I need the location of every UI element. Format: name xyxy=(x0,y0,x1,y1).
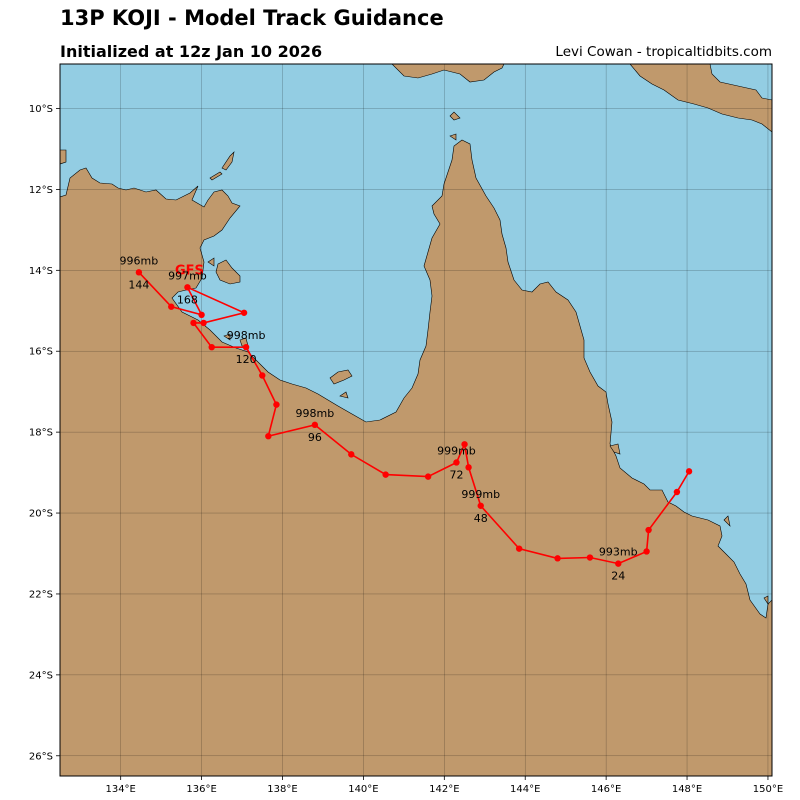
track-point xyxy=(673,488,681,496)
track-point xyxy=(461,441,468,448)
land-island xyxy=(223,333,231,341)
land-island xyxy=(449,133,457,141)
land-island xyxy=(221,151,235,171)
land-island xyxy=(207,257,215,267)
track-point xyxy=(168,303,175,310)
pressure-label: 999mb xyxy=(437,444,476,457)
track-point xyxy=(643,548,650,555)
lon-tick-label: 138°E xyxy=(267,784,297,795)
lon-tick-label: 142°E xyxy=(429,784,459,795)
land-island xyxy=(449,111,461,121)
track-point xyxy=(273,401,280,408)
track-point xyxy=(240,309,248,316)
land-island xyxy=(723,515,731,527)
lon-tick-label: 150°E xyxy=(753,784,783,795)
lon-tick-label: 140°E xyxy=(348,784,378,795)
label-layer: GFS 993mb 24 999mb 48 999mb 72 998mb 96 998mb 120 9… xyxy=(120,254,638,582)
track-point xyxy=(208,343,215,351)
track-point xyxy=(465,464,472,471)
map-title: 13P KOJI - Model Track Guidance xyxy=(60,6,444,30)
pressure-label: 993mb xyxy=(599,546,638,559)
init-subtitle: Initialized at 12z Jan 10 2026 xyxy=(60,42,323,61)
land-island xyxy=(763,595,769,605)
forecast-hour-label: 72 xyxy=(449,468,463,481)
track-point xyxy=(453,459,460,466)
forecast-hour-label: 144 xyxy=(128,278,149,291)
lat-tick-label: 24°S xyxy=(29,670,53,681)
track-line-gfs xyxy=(138,271,690,565)
track-point xyxy=(242,343,250,351)
lat-tick-label: 22°S xyxy=(29,589,53,600)
lon-tick-label: 144°E xyxy=(510,784,540,795)
track-point xyxy=(615,560,622,567)
lat-tick-label: 20°S xyxy=(29,509,53,520)
forecast-hour-label: 96 xyxy=(308,431,322,444)
lat-tick-label: 16°S xyxy=(29,347,53,358)
lon-tick-label: 146°E xyxy=(591,784,621,795)
track-point xyxy=(348,451,355,458)
pressure-label: 999mb xyxy=(461,488,500,501)
track-point xyxy=(515,545,523,552)
forecast-hour-label: 168 xyxy=(177,293,198,306)
lat-tick-label: 18°S xyxy=(29,428,53,439)
track-point xyxy=(198,311,205,319)
track-point xyxy=(200,319,207,327)
track-point xyxy=(477,502,484,509)
track-point xyxy=(586,554,594,561)
land-island xyxy=(339,391,349,399)
pressure-label: 998mb xyxy=(227,329,266,342)
land-island xyxy=(60,149,67,165)
land-mainland xyxy=(60,139,772,776)
land-groote-eylandt xyxy=(215,259,241,285)
track-point xyxy=(135,269,143,276)
track-point xyxy=(424,473,432,480)
pressure-label: 998mb xyxy=(296,407,335,420)
track-point xyxy=(311,421,319,429)
land-island xyxy=(609,443,621,455)
track-point xyxy=(184,284,191,291)
lat-tick-label: 10°S xyxy=(29,104,53,115)
pressure-label: 996mb xyxy=(120,254,159,267)
land-new-guinea xyxy=(391,64,772,133)
plot-frame xyxy=(59,63,773,777)
forecast-hour-label: 48 xyxy=(474,512,488,525)
lon-tick-label: 134°E xyxy=(105,784,135,795)
track-point xyxy=(265,432,272,440)
model-label: GFS xyxy=(175,263,204,278)
land-island xyxy=(209,171,223,181)
credit-text: Levi Cowan - tropicaltidbits.com xyxy=(555,44,772,60)
lon-tick-label: 136°E xyxy=(186,784,216,795)
track-point xyxy=(685,468,693,475)
land-layer xyxy=(60,64,772,776)
track-point xyxy=(382,471,389,478)
forecast-hour-label: 24 xyxy=(611,570,625,583)
track-point xyxy=(645,526,652,534)
pressure-label: 997mb xyxy=(168,269,207,282)
track-point xyxy=(554,555,561,562)
land-mornington-island xyxy=(329,369,353,385)
lat-tick-label: 26°S xyxy=(29,751,53,762)
lat-tick-label: 14°S xyxy=(29,266,53,277)
axis-ticks: 134°E 136°E 138°E 140°E 142°E 144°E 146°E 148°E… xyxy=(29,104,783,795)
track-point xyxy=(190,319,197,327)
forecast-hour-label: 120 xyxy=(236,353,257,366)
lat-tick-label: 12°S xyxy=(29,185,53,196)
lon-tick-label: 148°E xyxy=(672,784,702,795)
graticule xyxy=(60,64,772,776)
track-point xyxy=(259,372,266,379)
track-layer xyxy=(135,269,693,567)
